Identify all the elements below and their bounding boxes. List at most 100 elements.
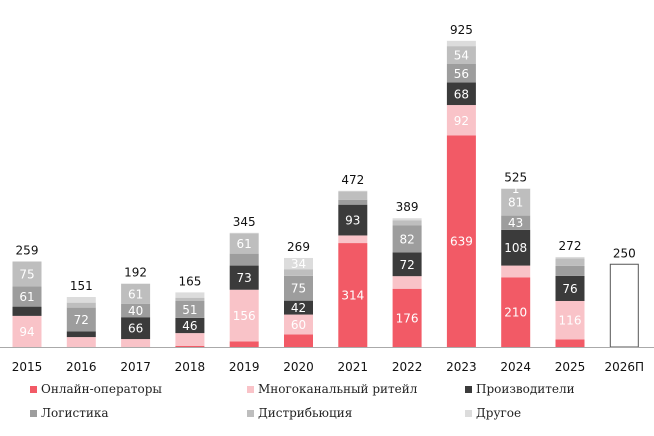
total-label: 250	[613, 246, 636, 260]
segment-label: 73	[237, 271, 252, 285]
x-tick-label: 2021	[338, 360, 369, 374]
legend-item-logistics: Логистика	[30, 406, 109, 420]
forecast-bar	[609, 263, 639, 348]
bar-segment	[66, 331, 96, 338]
bar-segment	[555, 256, 585, 259]
segment-label: 72	[399, 258, 414, 272]
segment-label: 43	[508, 216, 523, 230]
bar-segment	[229, 289, 259, 342]
bar-segment	[338, 204, 368, 236]
bar-segment	[284, 300, 313, 315]
segment-label: 60	[291, 318, 306, 332]
total-label: 525	[504, 170, 527, 184]
bar-segment	[66, 297, 96, 303]
bar-segment	[501, 277, 531, 347]
total-label: 472	[341, 173, 364, 187]
segment-label: 156	[233, 309, 256, 323]
bar-segment	[121, 317, 151, 340]
x-tick-label: 2018	[175, 360, 206, 374]
bar-segment	[338, 190, 368, 192]
legend-item-online: Онлайн-операторы	[30, 382, 162, 396]
x-tick-label: 2020	[283, 360, 314, 374]
bar-segment	[229, 253, 259, 266]
segment-label: 94	[19, 325, 34, 339]
x-tick-label: 2023	[446, 360, 477, 374]
segment-label: 1	[512, 182, 520, 196]
bar-segment	[338, 235, 368, 244]
bar-segment	[229, 233, 259, 254]
legend-label: Онлайн-операторы	[41, 382, 162, 396]
legend-label: Другое	[476, 406, 522, 420]
legend-label: Производители	[476, 382, 575, 396]
bar-segment	[555, 265, 585, 276]
total-label: 925	[450, 23, 473, 37]
bar-segment	[284, 314, 313, 335]
legend: Онлайн-операторы Многоканальный ритейл П…	[0, 380, 654, 430]
segment-label: 61	[128, 287, 143, 301]
total-label: 269	[287, 240, 310, 254]
bar-segment	[338, 191, 368, 200]
segment-label: 92	[454, 114, 469, 128]
bar-segment	[501, 188, 531, 216]
legend-item-distribution: Дистрибьюция	[247, 406, 352, 420]
bar-segment	[284, 275, 313, 301]
legend-label: Дистрибьюция	[258, 406, 353, 420]
segment-label: 93	[345, 214, 360, 228]
bar-segment	[175, 317, 205, 334]
bar-segment	[66, 302, 96, 308]
bar-segment	[446, 63, 476, 83]
bar-segment	[175, 346, 205, 347]
bar-segment	[229, 265, 259, 290]
segment-label: 42	[291, 301, 306, 315]
legend-item-omnichannel: Многоканальный ритейл	[247, 382, 417, 396]
legend-swatch	[465, 385, 472, 393]
legend-label: Многоканальный ритейл	[258, 382, 418, 396]
bar-segment	[229, 341, 259, 347]
total-label: 165	[178, 274, 201, 288]
bar-segment	[392, 218, 422, 221]
bar-segment	[392, 220, 422, 226]
legend-swatch	[30, 409, 37, 417]
bar-segment	[338, 199, 368, 205]
bar-segment	[175, 300, 205, 318]
bar-segment	[175, 292, 205, 298]
bar-segment	[284, 334, 313, 347]
bar-segment	[501, 265, 531, 278]
bar-segment	[66, 307, 96, 332]
legend-label: Логистика	[41, 406, 109, 420]
bar-segment	[446, 82, 476, 106]
total-label: 345	[233, 215, 256, 229]
segment-label: 75	[19, 268, 34, 282]
bar-segment	[555, 275, 585, 301]
bar-segment	[555, 258, 585, 266]
segment-label: 61	[19, 290, 34, 304]
x-tick-label: 2025	[555, 360, 586, 374]
bar-segment	[12, 315, 42, 347]
total-label: 192	[124, 265, 147, 279]
bar-segment	[121, 283, 151, 304]
total-label: 259	[16, 243, 39, 257]
bar-segment	[501, 229, 531, 266]
legend-item-other: Другое	[465, 406, 521, 420]
segment-label: 40	[128, 304, 143, 318]
segment-label: 54	[454, 49, 469, 63]
bar-segment	[175, 333, 205, 347]
segment-label: 108	[504, 241, 527, 255]
bar-segment	[501, 215, 531, 230]
bar-segment	[392, 252, 422, 277]
x-tick-label: 2019	[229, 360, 260, 374]
segment-label: 116	[559, 314, 582, 328]
legend-item-producers: Производители	[465, 382, 575, 396]
legend-swatch	[247, 385, 254, 393]
legend-swatch	[30, 385, 37, 393]
bar-segment	[66, 337, 96, 347]
bar-segment	[446, 40, 476, 47]
segment-label: 66	[128, 322, 143, 336]
x-tick-label: 2016	[66, 360, 97, 374]
segment-label: 61	[237, 237, 252, 251]
bar-segment	[229, 232, 259, 234]
bar-segment	[12, 286, 42, 307]
x-tick-label: 2026П	[605, 360, 645, 374]
segment-label: 34	[291, 257, 306, 271]
stacked-bar-chart: 9461752592015721512016664061192201746511…	[0, 23, 654, 374]
